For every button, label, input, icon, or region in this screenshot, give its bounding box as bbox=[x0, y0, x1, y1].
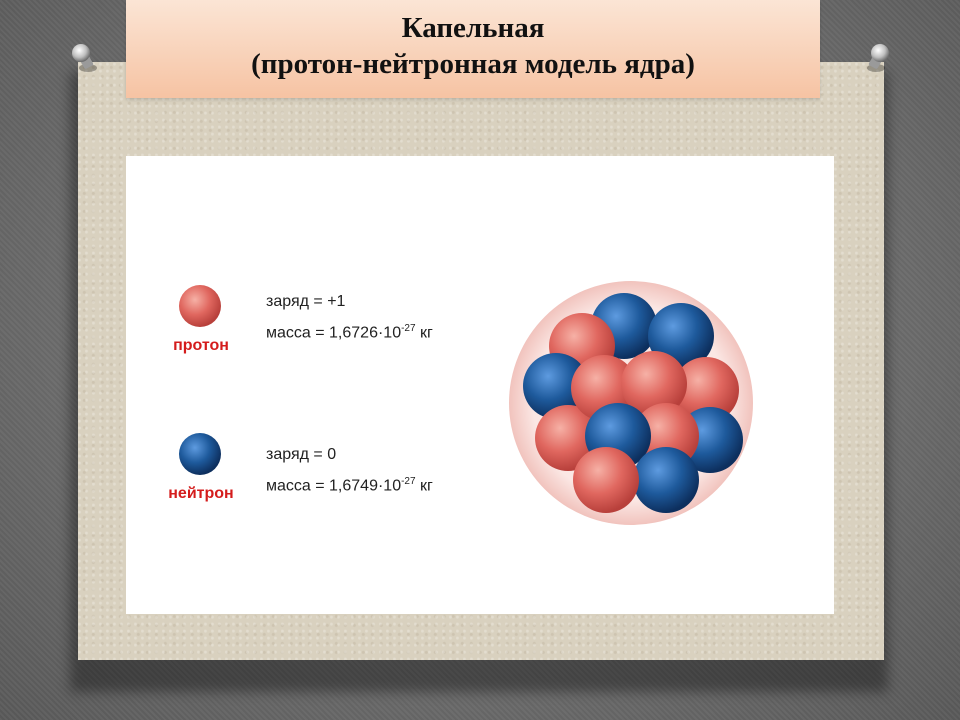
title-banner: Капельная (протон-нейтронная модель ядра… bbox=[126, 0, 820, 98]
pushpin-left-icon bbox=[72, 44, 97, 72]
title-line-1: Капельная bbox=[401, 12, 545, 44]
proton-mass-unit: кг bbox=[415, 324, 433, 342]
proton-label: протон bbox=[173, 337, 229, 354]
nucleon-neutron bbox=[648, 303, 714, 369]
nucleon-neutron bbox=[633, 447, 699, 513]
title-line-2: (протон-нейтронная модель ядра) bbox=[251, 48, 695, 80]
neutron-charge: заряд = 0 bbox=[266, 446, 337, 463]
proton-mass-prefix: масса = 1,6726·10 bbox=[266, 324, 402, 342]
nucleon-proton bbox=[535, 405, 601, 471]
diagram-panel: протон заряд = +1 масса = 1,6726·10-27 к… bbox=[126, 156, 834, 614]
pushpin-right-icon bbox=[867, 44, 889, 72]
neutron-mass-exponent: -27 bbox=[401, 476, 416, 487]
neutron-mass-unit: кг bbox=[415, 477, 433, 495]
neutron-mass: масса = 1,6749·10-27 кг bbox=[266, 476, 433, 495]
proton-ball-icon bbox=[179, 285, 221, 327]
nucleon-neutron bbox=[523, 353, 589, 419]
nucleus-illustration bbox=[509, 281, 753, 525]
proton-charge: заряд = +1 bbox=[266, 293, 346, 310]
neutron-ball-icon bbox=[179, 433, 221, 475]
nucleon-proton bbox=[673, 357, 739, 423]
neutron-label: нейтрон bbox=[168, 485, 234, 502]
proton-mass-exponent: -27 bbox=[401, 323, 416, 334]
nucleon-proton bbox=[573, 447, 639, 513]
neutron-mass-prefix: масса = 1,6749·10 bbox=[266, 477, 402, 495]
nucleon-proton bbox=[621, 351, 687, 417]
proton-mass: масса = 1,6726·10-27 кг bbox=[266, 323, 433, 342]
